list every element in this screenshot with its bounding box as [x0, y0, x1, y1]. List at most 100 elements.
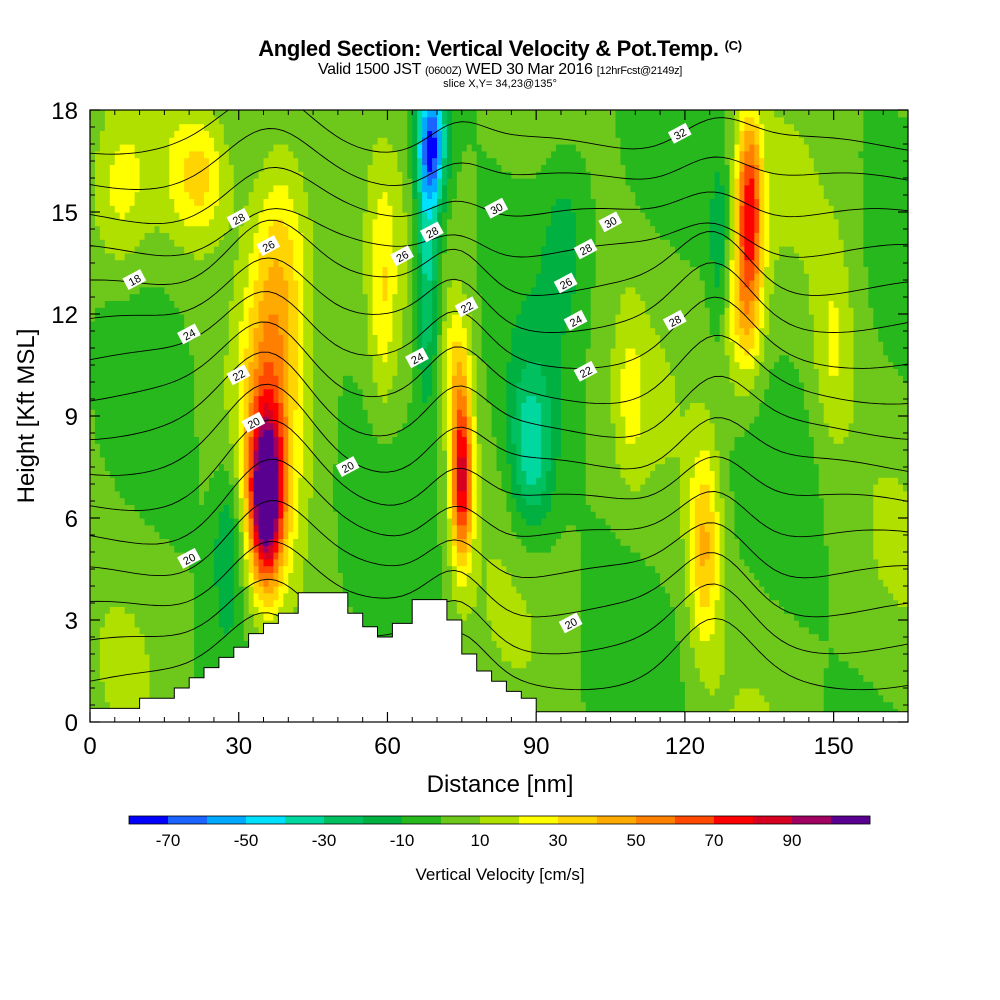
velocity-cell: [332, 164, 339, 172]
velocity-cell: [114, 429, 121, 437]
velocity-cell: [248, 252, 255, 261]
velocity-cell: [233, 137, 240, 145]
velocity-cell: [90, 524, 96, 533]
velocity-cell: [218, 579, 225, 587]
velocity-cell: [184, 116, 190, 125]
velocity-cell: [189, 613, 195, 621]
velocity-cell: [233, 497, 240, 505]
velocity-cell: [119, 246, 126, 254]
velocity-cell: [342, 382, 349, 390]
velocity-cell: [129, 620, 136, 628]
velocity-cell: [347, 558, 354, 567]
velocity-cell: [233, 511, 240, 519]
velocity-cell: [332, 259, 339, 267]
velocity-cell: [248, 620, 255, 628]
velocity-cell: [109, 416, 116, 424]
velocity-cell: [124, 416, 131, 424]
velocity-cell: [154, 497, 161, 505]
velocity-cell: [268, 388, 275, 397]
velocity-cell: [213, 171, 220, 179]
velocity-cell: [362, 490, 369, 499]
velocity-cell: [199, 531, 205, 539]
velocity-cell: [303, 402, 309, 410]
velocity-cell: [327, 484, 334, 492]
velocity-cell: [119, 688, 126, 696]
velocity-cell: [268, 300, 275, 308]
velocity-cell: [134, 341, 141, 349]
velocity-cell: [119, 130, 126, 138]
velocity-cell: [258, 484, 265, 492]
velocity-cell: [164, 477, 170, 485]
velocity-cell: [332, 184, 339, 193]
velocity-cell: [308, 552, 314, 560]
velocity-cell: [313, 545, 319, 553]
velocity-cell: [154, 654, 161, 662]
velocity-cell: [278, 422, 284, 431]
velocity-cell: [104, 252, 111, 261]
velocity-cell: [352, 450, 359, 458]
velocity-cell: [243, 334, 250, 342]
velocity-cell: [342, 191, 349, 199]
velocity-cell: [174, 558, 180, 567]
velocity-cell: [352, 402, 359, 410]
velocity-cell: [347, 538, 354, 546]
velocity-cell: [248, 592, 255, 601]
velocity-cell: [109, 395, 116, 403]
velocity-cell: [184, 232, 190, 240]
velocity-cell: [273, 572, 279, 580]
velocity-cell: [184, 252, 190, 261]
velocity-cell: [313, 239, 319, 247]
velocity-cell: [218, 470, 225, 478]
velocity-cell: [164, 456, 170, 465]
velocity-cell: [94, 613, 101, 621]
velocity-cell: [208, 137, 215, 145]
velocity-cell: [263, 225, 270, 233]
velocity-cell: [204, 123, 210, 131]
velocity-cell: [114, 375, 121, 383]
velocity-cell: [357, 123, 364, 131]
velocity-cell: [154, 640, 161, 648]
velocity-cell: [194, 640, 200, 648]
velocity-cell: [94, 144, 101, 152]
velocity-cell: [109, 470, 116, 478]
velocity-cell: [273, 613, 279, 621]
velocity-cell: [352, 198, 359, 206]
velocity-cell: [144, 354, 151, 363]
velocity-cell: [313, 504, 319, 512]
velocity-cell: [357, 327, 364, 335]
velocity-cell: [258, 450, 265, 458]
velocity-cell: [263, 518, 270, 526]
velocity-cell: [253, 531, 260, 539]
velocity-cell: [357, 286, 364, 295]
velocity-cell: [268, 477, 275, 485]
velocity-cell: [258, 327, 265, 335]
velocity-cell: [199, 246, 205, 254]
velocity-cell: [179, 470, 185, 478]
velocity-cell: [327, 150, 334, 159]
velocity-cell: [124, 558, 131, 567]
velocity-cell: [342, 320, 349, 329]
velocity-cell: [139, 205, 146, 213]
velocity-cell: [263, 144, 270, 152]
velocity-cell: [218, 592, 225, 601]
velocity-cell: [298, 137, 304, 145]
velocity-cell: [109, 232, 116, 240]
velocity-cell: [278, 599, 284, 607]
velocity-cell: [109, 116, 116, 125]
velocity-cell: [357, 429, 364, 437]
velocity-cell: [303, 123, 309, 131]
velocity-cell: [258, 606, 265, 614]
velocity-cell: [248, 334, 255, 342]
velocity-cell: [94, 592, 101, 601]
velocity-cell: [174, 681, 180, 689]
velocity-cell: [313, 171, 319, 179]
velocity-cell: [134, 307, 141, 315]
velocity-cell: [164, 511, 170, 519]
velocity-cell: [164, 123, 170, 131]
velocity-cell: [213, 368, 220, 376]
velocity-cell: [342, 184, 349, 193]
velocity-cell: [213, 538, 220, 546]
velocity-cell: [228, 484, 235, 492]
velocity-cell: [313, 565, 319, 573]
velocity-cell: [144, 599, 151, 607]
